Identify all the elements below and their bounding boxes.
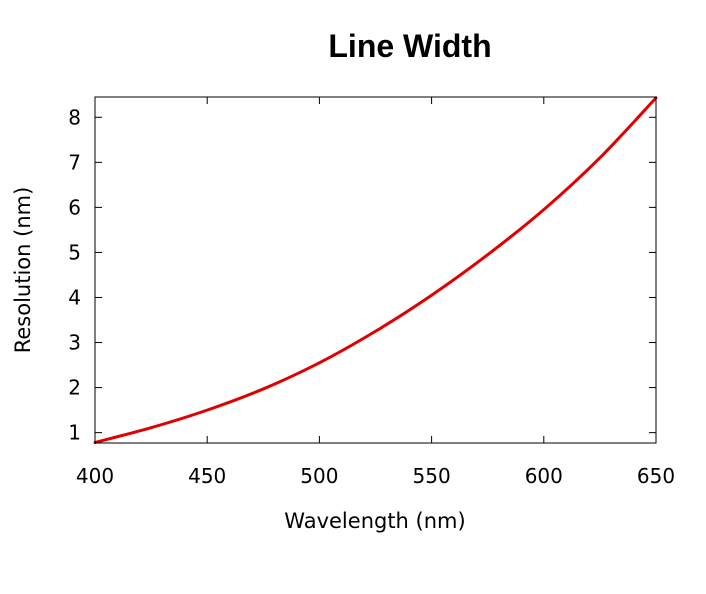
y-tick-label: 8 (68, 105, 81, 129)
y-tick-label: 3 (68, 331, 81, 355)
series-line (93, 96, 658, 445)
y-axis-label: Resolution (nm) (11, 187, 35, 354)
series-layer (93, 96, 658, 445)
chart-title: Line Width (328, 28, 491, 64)
y-tick-label: 2 (68, 376, 81, 400)
x-tick-label: 600 (525, 464, 563, 488)
y-tick-label: 4 (68, 285, 81, 309)
x-tick-label: 400 (76, 464, 114, 488)
y-tick-label: 1 (68, 421, 81, 445)
y-tick-label: 7 (68, 150, 81, 174)
x-axis-label: Wavelength (nm) (284, 509, 465, 533)
x-tick-label: 500 (300, 464, 338, 488)
plot-frame (94, 96, 657, 444)
ticks-layer: 400 450 500 550 600 650 1 2 3 4 5 6 7 8 (68, 97, 675, 488)
y-tick-label: 6 (68, 195, 81, 219)
x-tick-label: 650 (637, 464, 675, 488)
y-tick-label: 5 (68, 240, 81, 264)
x-tick-label: 450 (188, 464, 226, 488)
x-tick-label: 550 (413, 464, 451, 488)
